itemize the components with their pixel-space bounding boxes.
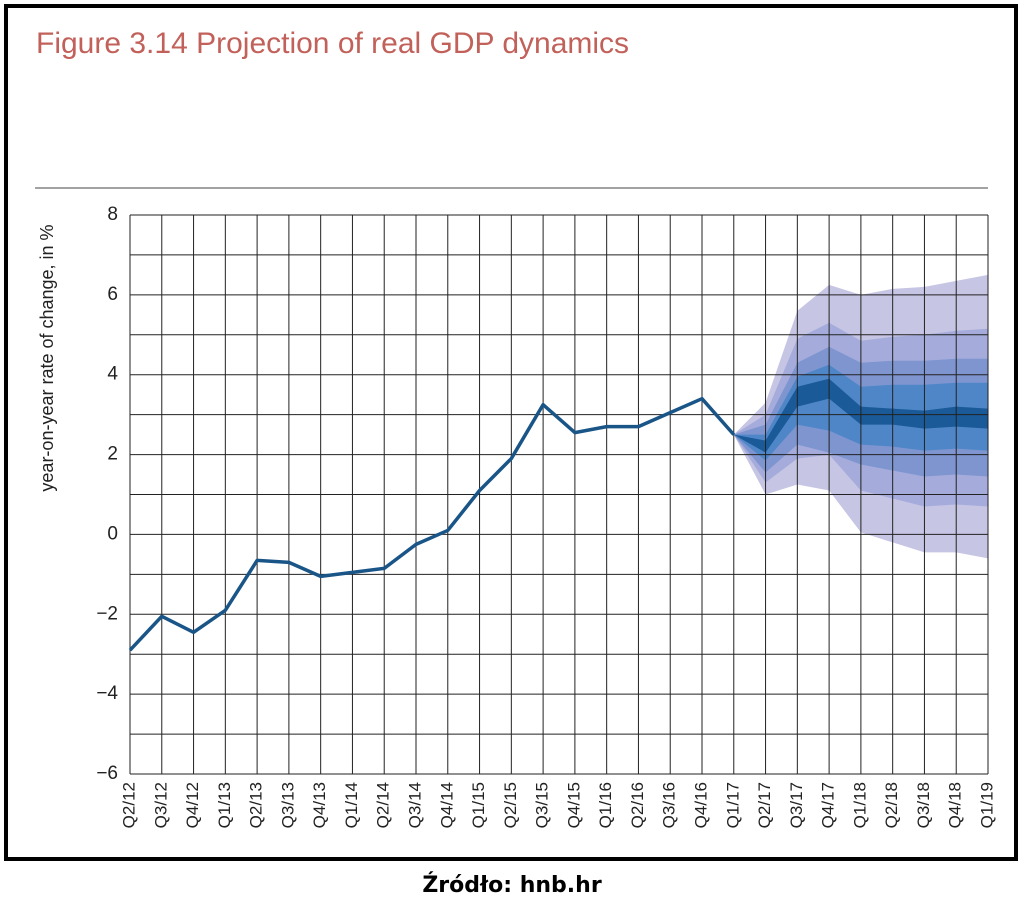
x-tick-label: Q3/18 xyxy=(914,782,933,828)
y-tick-label: −4 xyxy=(96,683,118,704)
x-tick-label: Q3/17 xyxy=(787,782,806,828)
y-tick-label: 0 xyxy=(107,523,118,544)
x-tick-label: Q1/15 xyxy=(469,782,488,828)
x-tick-label: Q1/14 xyxy=(342,782,361,828)
x-tick-label: Q2/14 xyxy=(374,782,393,828)
x-tick-label: Q2/18 xyxy=(882,782,901,828)
x-tick-label: Q4/14 xyxy=(437,782,456,828)
x-tick-label: Q2/12 xyxy=(119,782,138,828)
x-tick-label: Q4/13 xyxy=(310,782,329,828)
x-tick-label: Q2/17 xyxy=(755,782,774,828)
x-tick-label: Q2/13 xyxy=(247,782,266,828)
y-tick-label: −2 xyxy=(96,603,118,624)
y-tick-label: 8 xyxy=(107,204,118,225)
x-tick-label: Q2/15 xyxy=(501,782,520,828)
y-tick-label: −6 xyxy=(96,763,118,784)
x-tick-label: Q1/13 xyxy=(215,782,234,828)
y-tick-label: 2 xyxy=(107,444,118,465)
x-tick-label: Q4/15 xyxy=(564,782,583,828)
x-tick-label: Q3/13 xyxy=(278,782,297,828)
x-tick-label: Q2/16 xyxy=(628,782,647,828)
y-tick-label: 6 xyxy=(107,284,118,305)
x-tick-label: Q3/16 xyxy=(660,782,679,828)
x-tick-label: Q4/12 xyxy=(183,782,202,828)
x-tick-label: Q1/17 xyxy=(723,782,742,828)
line xyxy=(128,396,736,652)
y-axis-label: year-on-year rate of change, in % xyxy=(37,224,57,491)
x-tick-label: Q4/16 xyxy=(691,782,710,828)
x-tick-label: Q4/17 xyxy=(819,782,838,828)
chart-title: Figure 3.14 Projection of real GDP dynam… xyxy=(36,27,629,60)
x-tick-label: Q1/19 xyxy=(977,782,996,828)
x-tick-label: Q3/14 xyxy=(405,782,424,828)
source-note: Źródło: hnb.hr xyxy=(422,872,601,898)
x-tick-label: Q3/12 xyxy=(151,782,170,828)
frame xyxy=(4,4,1018,861)
x-tick-label: Q1/16 xyxy=(596,782,615,828)
x-tick-label: Q3/15 xyxy=(533,782,552,828)
x-tick-label: Q4/18 xyxy=(946,782,965,828)
y-tick-label: 4 xyxy=(107,364,118,385)
x-tick-label: Q1/18 xyxy=(850,782,869,828)
